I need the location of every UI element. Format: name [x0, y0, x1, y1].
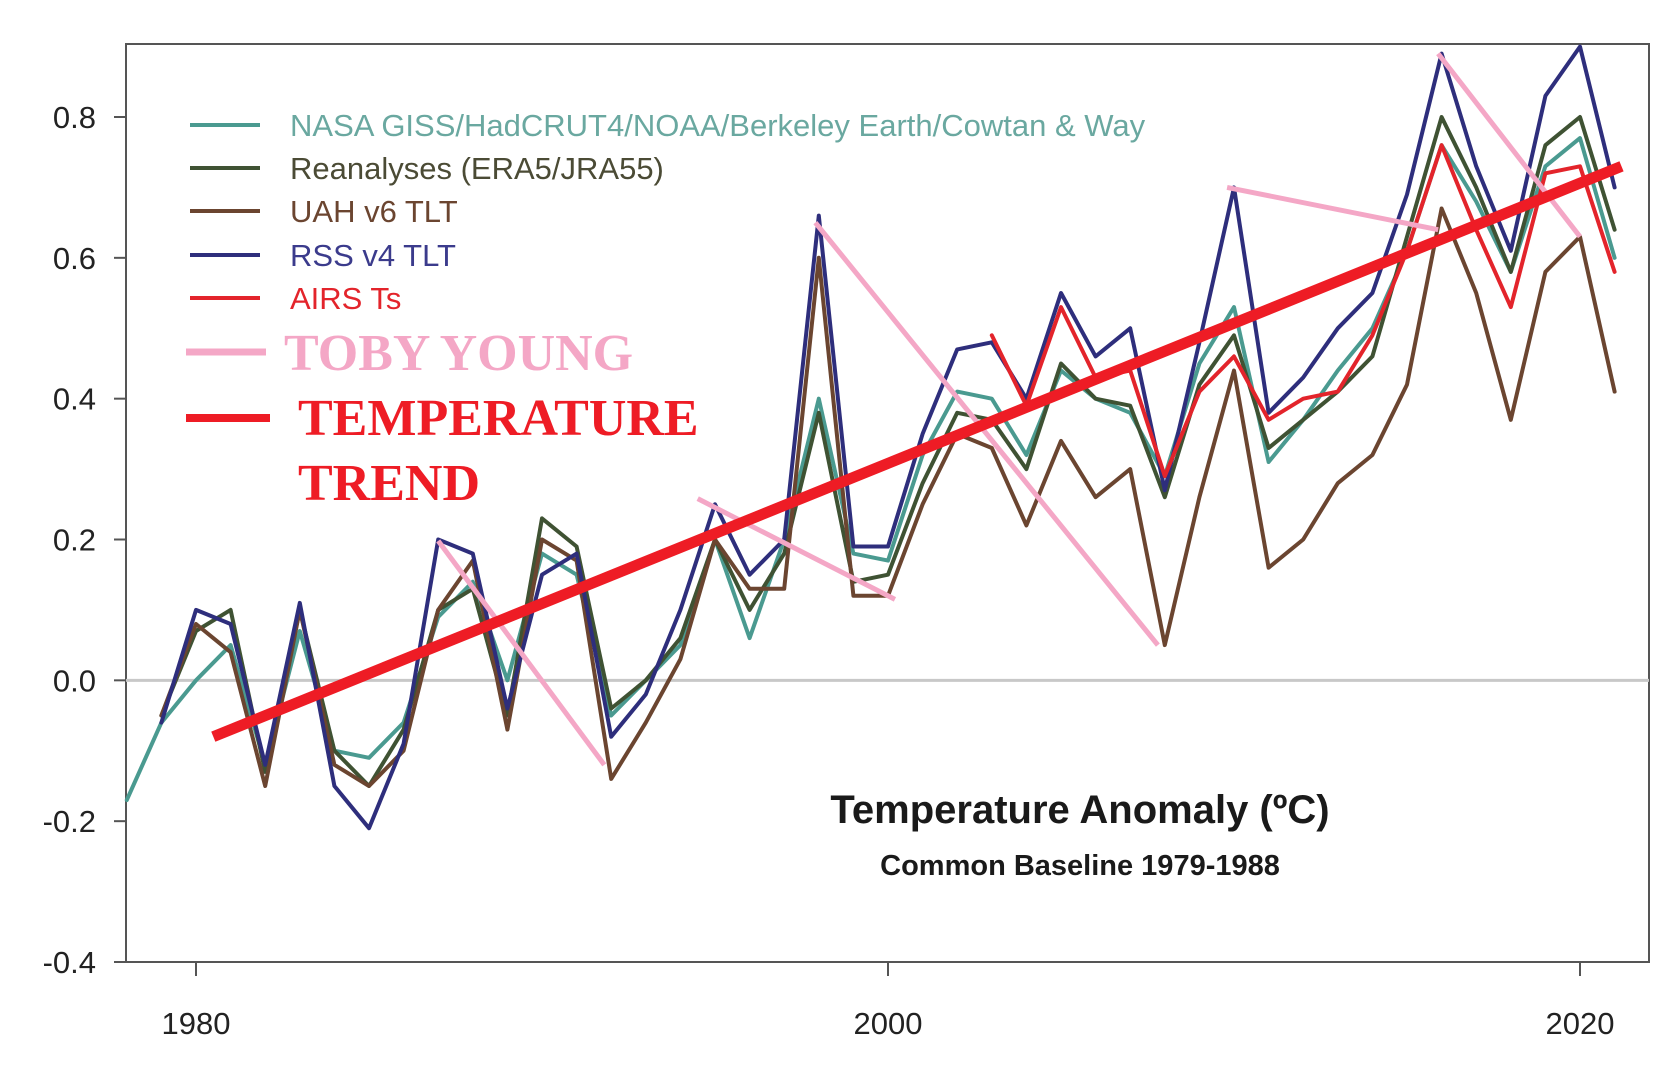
legend-label-rss: RSS v4 TLT: [290, 238, 456, 273]
x-axis: 1980 2000 2020: [162, 962, 1615, 1041]
y-axis: -0.4 -0.2 0.0 0.2 0.4 0.6 0.8: [43, 100, 126, 980]
y-tick-label: 0.2: [53, 523, 96, 558]
legend-label-temperature-trend-line1: TEMPERATURE: [298, 390, 699, 447]
legend: NASA GISS/HadCRUT4/NOAA/Berkeley Earth/C…: [186, 108, 1146, 512]
y-tick-label: 0.6: [53, 241, 96, 276]
legend-label-airs: AIRS Ts: [290, 281, 401, 316]
legend-label-uah: UAH v6 TLT: [290, 194, 458, 229]
y-tick-label: 0.0: [53, 663, 96, 698]
series-line-rss-v4-tlt: [159, 44, 1617, 831]
series-line-reanalyses-era5-jra55: [159, 115, 1617, 788]
x-tick-label: 2020: [1546, 1006, 1615, 1041]
overlay-line-toby-young: [1226, 184, 1439, 233]
overlay-lines: [211, 52, 1624, 767]
y-tick-label: 0.4: [53, 382, 96, 417]
overlay-line-toby-young: [436, 539, 607, 767]
legend-label-toby-young: TOBY YOUNG: [284, 325, 633, 382]
overlay-line-toby-young: [813, 221, 1160, 647]
legend-label-reanalyses: Reanalyses (ERA5/JRA55): [290, 151, 664, 186]
x-tick-label: 1980: [162, 1006, 231, 1041]
chart-title: Temperature Anomaly (ºC): [830, 788, 1329, 832]
x-tick-label: 2000: [854, 1006, 923, 1041]
overlay-line-temperature-trend: [211, 161, 1624, 742]
legend-label-temperature-trend-line2: TREND: [298, 455, 480, 512]
y-tick-label: -0.4: [43, 945, 96, 980]
y-tick-label: -0.2: [43, 804, 96, 839]
series-line-nasa-giss-hadcrut4-noaa-berkel: [124, 136, 1617, 802]
plot-frame: [125, 43, 1650, 963]
overlay-line-toby-young: [1436, 52, 1582, 239]
y-tick-label: 0.8: [53, 100, 96, 135]
chart-subtitle: Common Baseline 1979-1988: [880, 850, 1280, 882]
overlay-line-toby-young: [696, 496, 897, 602]
legend-label-nasa: NASA GISS/HadCRUT4/NOAA/Berkeley Earth/C…: [290, 108, 1146, 143]
